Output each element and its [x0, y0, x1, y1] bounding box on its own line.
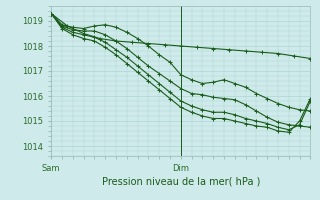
X-axis label: Pression niveau de la mer( hPa ): Pression niveau de la mer( hPa )	[102, 177, 260, 187]
